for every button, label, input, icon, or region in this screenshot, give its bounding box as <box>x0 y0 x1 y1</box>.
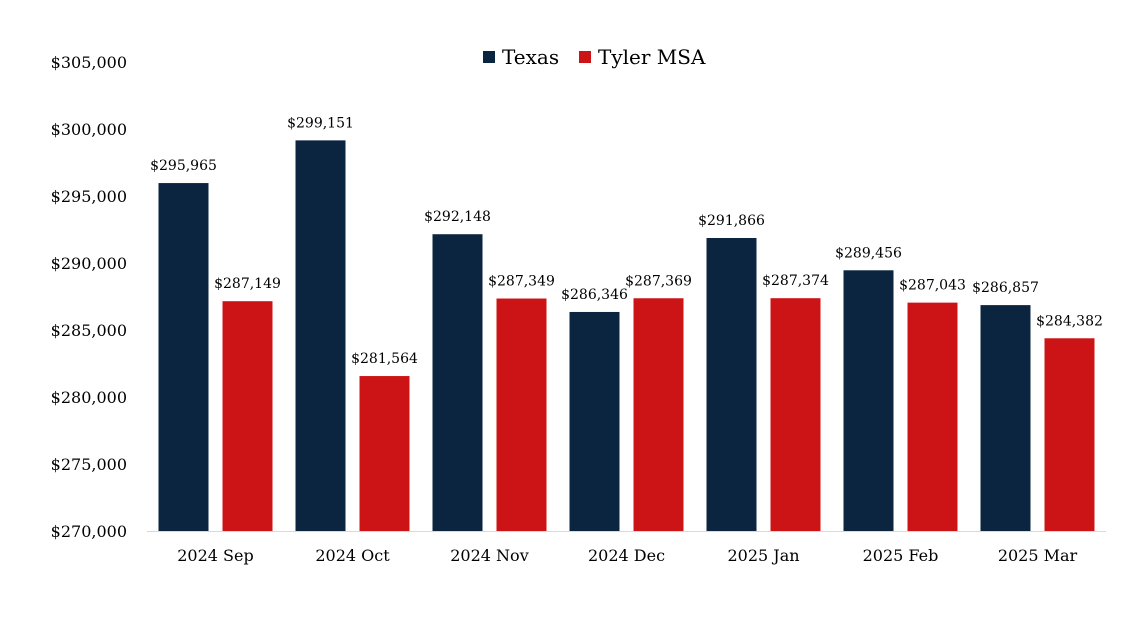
bar-tyler-msa <box>222 301 273 531</box>
bar-tyler-msa <box>1044 338 1095 531</box>
data-label: $287,043 <box>899 278 966 294</box>
bar-texas <box>980 305 1031 531</box>
data-label: $287,349 <box>488 274 555 290</box>
y-tick-label: $290,000 <box>51 254 127 273</box>
bar-tyler-msa <box>907 302 958 531</box>
data-label: $286,857 <box>972 280 1039 296</box>
legend-swatch <box>579 51 591 63</box>
x-axis: 2024 Sep 2024 Oct 2024 Nov 2024 Dec 2025 Jan… <box>147 531 1106 565</box>
y-tick-label: $295,000 <box>51 187 127 206</box>
bar-texas <box>432 234 483 531</box>
data-label: $286,346 <box>561 287 628 303</box>
data-label: $284,382 <box>1036 313 1103 329</box>
y-tick-label: $285,000 <box>51 321 127 340</box>
x-tick-label: 2024 Dec <box>588 546 665 565</box>
x-tick-label: 2024 Oct <box>315 546 390 565</box>
bar-texas <box>706 237 757 531</box>
legend-label: Tyler MSA <box>598 45 706 69</box>
bar-tyler-msa <box>359 376 410 531</box>
y-tick-label: $305,000 <box>51 53 127 72</box>
data-label: $299,151 <box>287 115 354 131</box>
y-tick-label: $270,000 <box>51 522 127 541</box>
data-label: $289,456 <box>835 245 902 261</box>
legend-label: Texas <box>502 45 559 69</box>
data-label: $281,564 <box>351 351 418 367</box>
bar-tyler-msa <box>633 298 684 531</box>
data-labels: $295,965 $287,149 $299,151 $281,564 $292,148… <box>150 115 1103 367</box>
bar-texas <box>569 311 620 531</box>
legend-swatch <box>483 51 495 63</box>
bar-tyler-msa <box>770 298 821 531</box>
y-tick-label: $280,000 <box>51 388 127 407</box>
legend: Texas Tyler MSA <box>483 45 706 69</box>
data-label: $287,149 <box>214 276 281 292</box>
bar-tyler-msa <box>496 298 547 531</box>
data-label: $287,374 <box>762 273 829 289</box>
x-tick-label: 2024 Nov <box>450 546 528 565</box>
x-tick-label: 2024 Sep <box>177 546 253 565</box>
bar-texas <box>843 270 894 531</box>
y-tick-label: $275,000 <box>51 455 127 474</box>
bar-texas <box>295 140 346 532</box>
bars <box>158 140 1095 532</box>
x-tick-label: 2025 Jan <box>727 546 799 565</box>
data-label: $292,148 <box>424 209 491 225</box>
data-label: $291,866 <box>698 213 765 229</box>
x-tick-label: 2025 Feb <box>863 546 939 565</box>
data-label: $287,369 <box>625 273 692 289</box>
y-axis: $270,000 $275,000 $280,000 $285,000 $290,000… <box>51 53 127 541</box>
x-tick-label: 2025 Mar <box>998 546 1078 565</box>
bar-texas <box>158 183 209 531</box>
y-tick-label: $300,000 <box>51 120 127 139</box>
data-label: $295,965 <box>150 158 217 174</box>
